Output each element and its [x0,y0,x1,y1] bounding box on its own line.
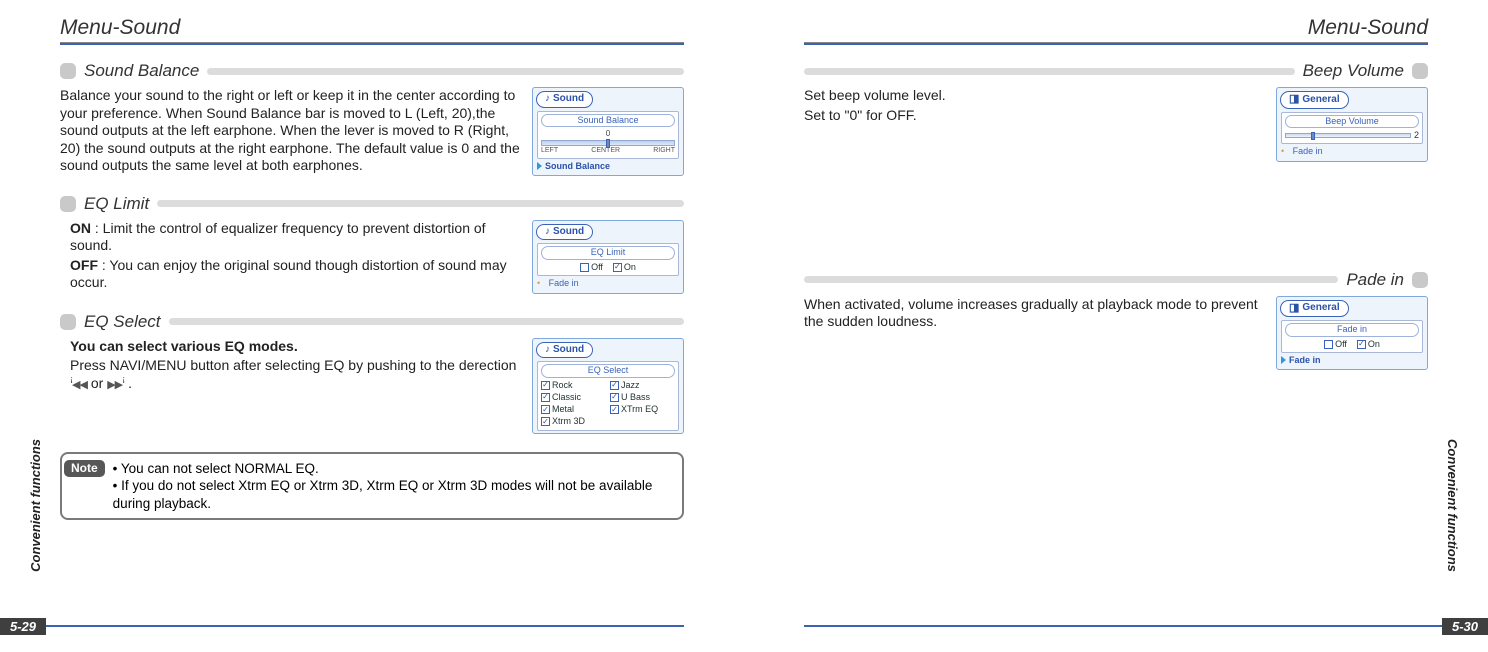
side-label: Convenient functions [28,439,43,572]
screenshot-tab: ♪Sound [536,224,593,241]
note-item: You can not select NORMAL EQ. [113,460,672,478]
checkbox-icon [613,263,622,272]
general-icon: ◨ [1289,302,1299,316]
checkbox-icon [610,393,619,402]
section-text: When activated, volume increases gradual… [804,296,1264,371]
panel-title: EQ Select [541,364,675,377]
page-right: Menu-Sound Beep Volume Set beep volume l… [744,0,1488,652]
checkbox-icon [580,263,589,272]
section-line [169,318,684,325]
next-track-icon: ▶▶ꜞ [107,379,124,391]
section-beep-volume: Beep Volume Set beep volume level. Set t… [804,61,1428,162]
section-text: You can select various EQ modes. Press N… [60,338,520,434]
section-line [804,68,1295,75]
general-icon: ◨ [1289,93,1299,107]
screenshot-footer: • Fade in [537,278,679,289]
triangle-icon [1281,356,1286,364]
screenshot-tab: ◨General [1280,91,1349,109]
section-title: EQ Select [84,312,161,332]
footer-bar: 5-29 [0,618,684,634]
screenshot-beep-volume: ◨General Beep Volume 2 • Fade in [1276,87,1428,162]
section-line [157,200,684,207]
prev-track-icon: ꜞ◀◀ [70,379,87,391]
screenshot-tab: ♪Sound [536,91,593,108]
music-note-icon: ♪ [545,226,550,239]
section-line [207,68,684,75]
screenshot-eq-select: ♪Sound EQ Select Rock Jazz Classic U Bas… [532,338,684,434]
checkbox-icon [610,381,619,390]
triangle-icon [537,162,542,170]
footer-bar: 5-30 [804,618,1488,634]
section-title: Sound Balance [84,61,199,81]
screenshot-footer: Fade in [1281,355,1423,366]
side-label: Convenient functions [1445,439,1460,572]
page-number: 5-29 [0,618,46,635]
screenshot-tab: ♪Sound [536,342,593,359]
section-title: Beep Volume [1303,61,1404,81]
page-title-right: Menu-Sound [804,16,1428,40]
section-text: Set beep volume level. Set to "0" for OF… [804,87,1264,162]
screenshot-eq-limit: ♪Sound EQ Limit Off On • Fade in [532,220,684,294]
note-item: If you do not select Xtrm EQ or Xtrm 3D,… [113,477,672,512]
screenshot-footer: • Fade in [1281,146,1423,157]
section-bullet-icon [1412,272,1428,288]
balance-slider [541,140,675,146]
section-header: Pade in [804,270,1428,290]
section-text: ON : Limit the control of equalizer freq… [60,220,520,294]
page-number: 5-30 [1442,618,1488,635]
note-tag: Note [64,460,105,478]
screenshot-pade-in: ◨General Fade in Off On Fade in [1276,296,1428,371]
page-title-left: Menu-Sound [60,16,684,40]
section-pade-in: Pade in When activated, volume increases… [804,270,1428,371]
section-line [804,276,1338,283]
note-list: You can not select NORMAL EQ. If you do … [113,460,672,513]
panel-title: Beep Volume [1285,115,1419,128]
section-title: EQ Limit [84,194,149,214]
section-bullet-icon [1412,63,1428,79]
volume-slider: 2 [1285,130,1419,141]
section-header: Beep Volume [804,61,1428,81]
checkbox-icon [541,417,550,426]
title-rule [804,42,1428,45]
page-left: Menu-Sound Sound Balance Balance your so… [0,0,744,652]
section-title: Pade in [1346,270,1404,290]
screenshot-sound-balance: ♪Sound Sound Balance 0 LEFT CENTER RIGHT… [532,87,684,176]
section-header: Sound Balance [60,61,684,81]
panel-title: Fade in [1285,323,1419,336]
checkbox-icon [541,405,550,414]
checkbox-icon [541,393,550,402]
section-text: Balance your sound to the right or left … [60,87,520,176]
checkbox-icon [610,405,619,414]
balance-labels: LEFT CENTER RIGHT [541,147,675,156]
panel-title: Sound Balance [541,114,675,127]
section-bullet-icon [60,196,76,212]
title-rule [60,42,684,45]
section-eq-select: EQ Select You can select various EQ mode… [60,312,684,434]
checkbox-icon [541,381,550,390]
note-box: Note You can not select NORMAL EQ. If yo… [60,452,684,521]
eq-options: Rock Jazz Classic U Bass Metal XTrm EQ X… [541,380,675,428]
section-eq-limit: EQ Limit ON : Limit the control of equal… [60,194,684,294]
music-note-icon: ♪ [545,93,550,106]
panel-title: EQ Limit [541,246,675,259]
checkbox-icon [1324,340,1333,349]
screenshot-footer: Sound Balance [537,161,679,172]
music-note-icon: ♪ [545,344,550,357]
screenshot-tab: ◨General [1280,300,1349,318]
section-sound-balance: Sound Balance Balance your sound to the … [60,61,684,176]
section-bullet-icon [60,314,76,330]
section-header: EQ Select [60,312,684,332]
section-header: EQ Limit [60,194,684,214]
checkbox-icon [1357,340,1366,349]
section-bullet-icon [60,63,76,79]
